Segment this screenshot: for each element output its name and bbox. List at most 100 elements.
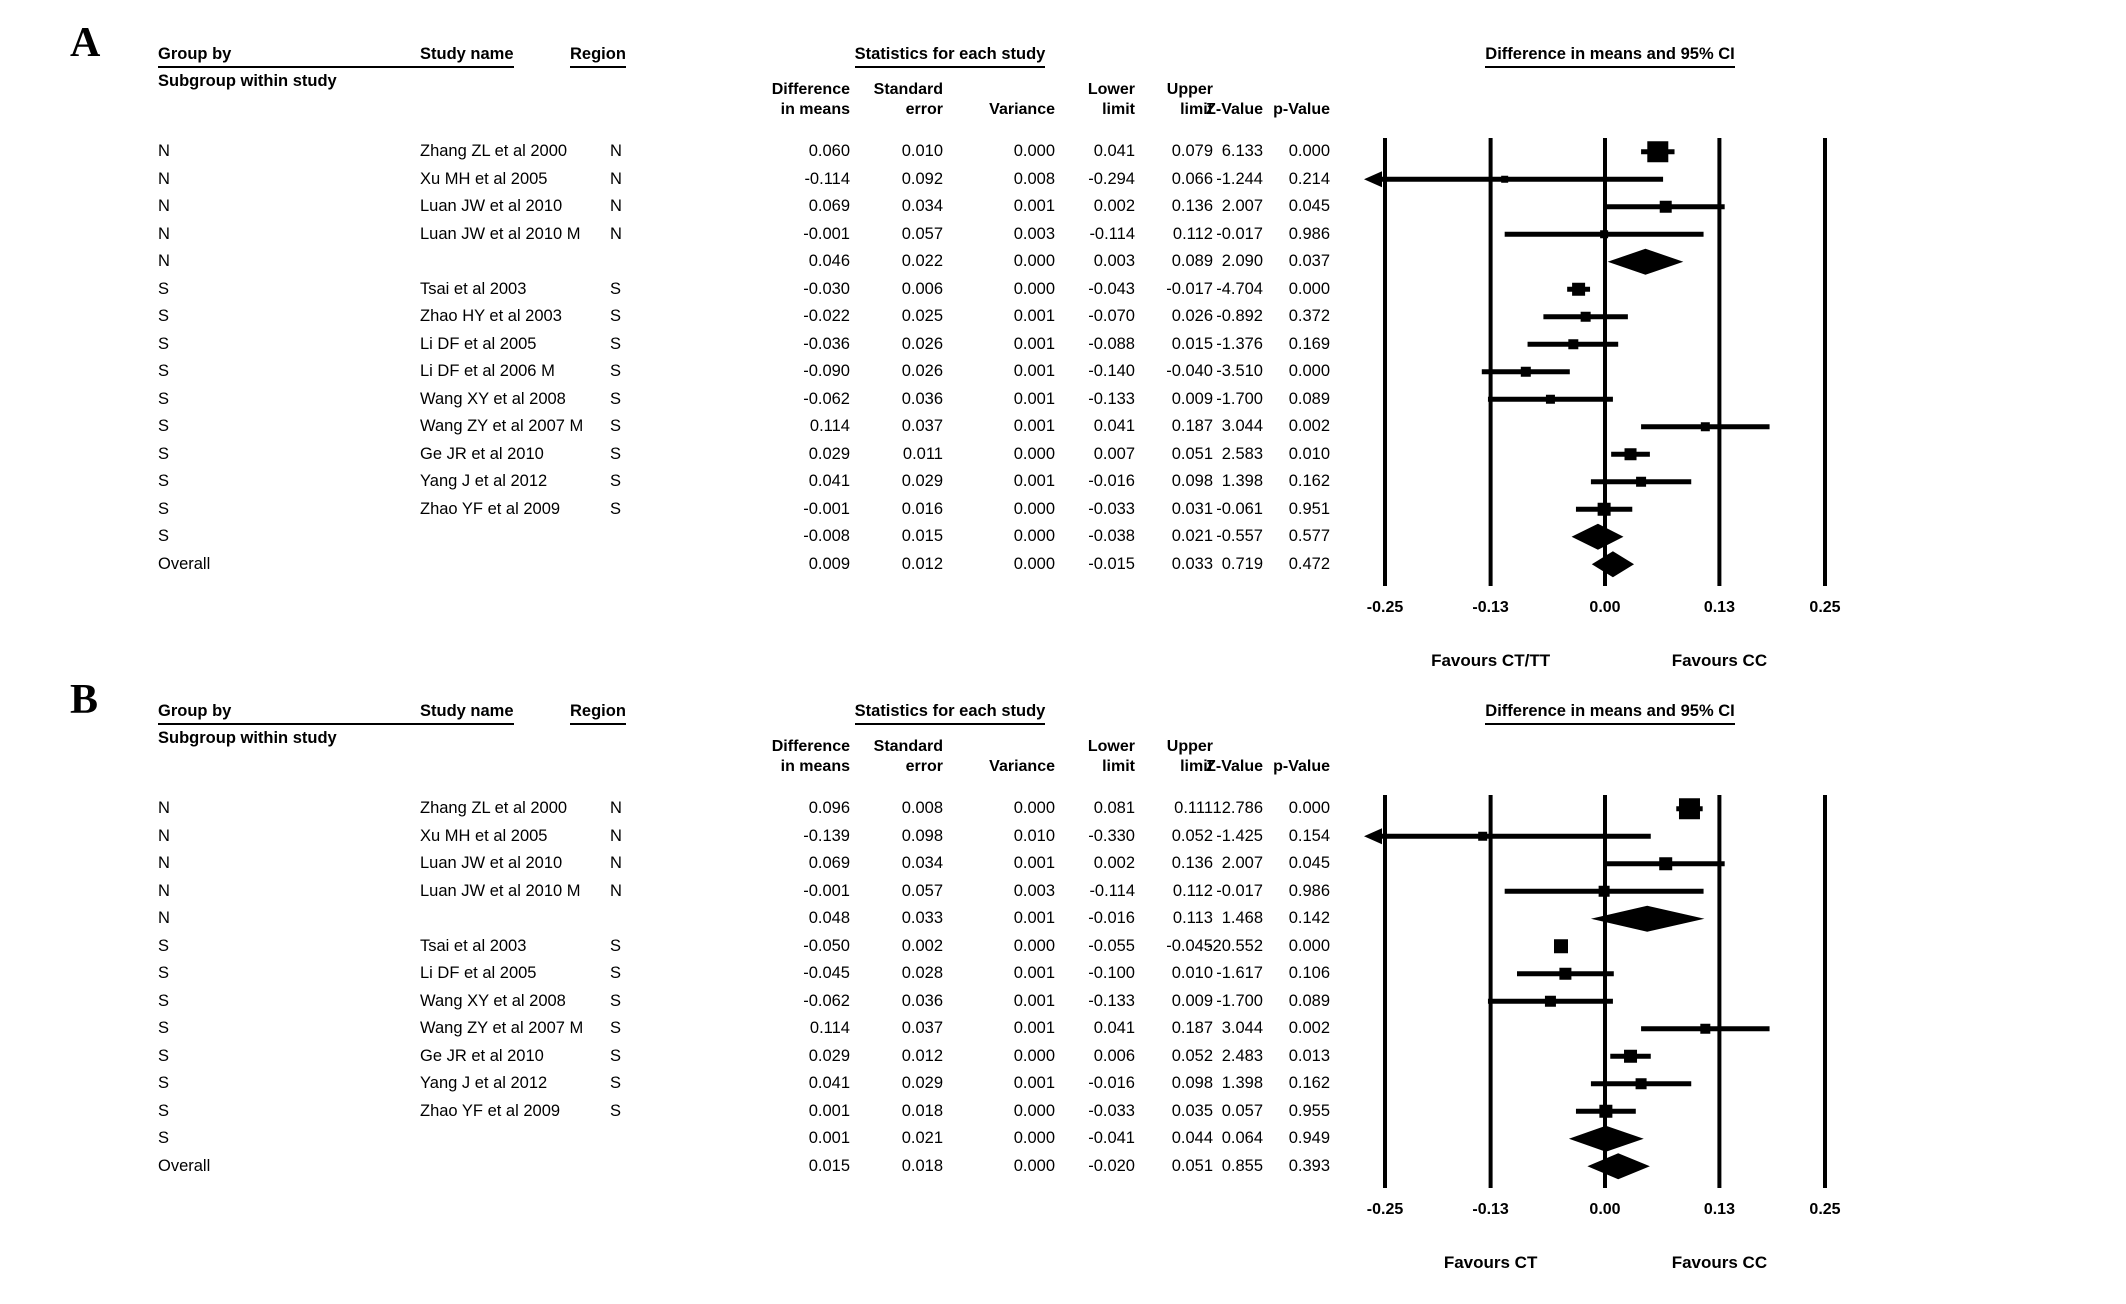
cell-standard-error: 0.012 xyxy=(901,554,943,573)
cell-upper-limit: 0.033 xyxy=(1171,554,1213,573)
tick-label: -0.25 xyxy=(1367,599,1404,616)
group-by-label: Group by xyxy=(158,702,232,720)
cell-region: N xyxy=(610,854,622,873)
cell-p-value: 0.169 xyxy=(1288,334,1330,353)
cell-study: Xu MH et al 2005 xyxy=(420,826,548,845)
cell-study: Li DF et al 2006 M xyxy=(420,362,555,381)
mean-marker xyxy=(1700,422,1710,432)
col-variance: Variance xyxy=(989,758,1055,775)
study-name-header: Study name xyxy=(420,45,514,68)
cell-region: S xyxy=(610,362,622,381)
cell-z-value: -3.510 xyxy=(1216,362,1263,381)
cell-group: S xyxy=(158,1101,170,1120)
cell-region: S xyxy=(610,279,622,298)
cell-standard-error: 0.012 xyxy=(901,1046,943,1065)
cell-variance: 0.000 xyxy=(1013,799,1055,818)
cell-z-value: -1.376 xyxy=(1216,334,1263,353)
cell-upper-limit: 0.010 xyxy=(1171,964,1213,983)
cell-upper-limit: 0.098 xyxy=(1171,472,1213,491)
cell-study: Tsai et al 2003 xyxy=(420,936,527,955)
favours-right-label: Favours CC xyxy=(1672,1253,1767,1272)
cell-z-value: 1.468 xyxy=(1221,909,1263,928)
col-lower-limit: Lower limit xyxy=(1087,81,1135,118)
cell-standard-error: 0.018 xyxy=(901,1101,943,1120)
cell-standard-error: 0.033 xyxy=(901,909,943,928)
cell-upper-limit: 0.031 xyxy=(1171,499,1213,518)
cell-region: S xyxy=(610,389,622,408)
cell-z-value: 3.044 xyxy=(1221,417,1263,436)
cell-z-value: 0.719 xyxy=(1221,554,1263,573)
cell-region: S xyxy=(610,334,622,353)
col-standard-error: Standard error xyxy=(873,738,943,775)
cell-lower-limit: -0.114 xyxy=(1089,224,1135,243)
cell-variance: 0.001 xyxy=(1013,472,1055,491)
cell-lower-limit: -0.070 xyxy=(1088,307,1135,326)
table-row-study: S Wang XY et al 2008 S -0.062 0.036 0.001 -0.1… xyxy=(158,386,1330,414)
cell-study: Luan JW et al 2010 M xyxy=(420,881,581,900)
region-label: Region xyxy=(570,45,626,68)
mean-marker xyxy=(1478,831,1488,841)
region-header: Region xyxy=(570,702,626,725)
cell-difference-in-means: 0.029 xyxy=(808,1046,850,1065)
cell-variance: 0.000 xyxy=(1013,279,1055,298)
cell-group: S xyxy=(158,527,170,546)
mean-marker xyxy=(1545,394,1555,404)
cell-group: S xyxy=(158,417,170,436)
favours-left-label: Favours CT/TT xyxy=(1431,651,1551,670)
table-row-study: S Li DF et al 2005 S -0.036 0.026 0.001 -0.088… xyxy=(158,331,1330,359)
cell-upper-limit: 0.079 xyxy=(1171,142,1213,161)
cell-study: Zhao YF et al 2009 xyxy=(420,499,561,518)
cell-study: Wang ZY et al 2007 M xyxy=(420,417,584,436)
cell-lower-limit: -0.016 xyxy=(1088,909,1135,928)
cell-variance: 0.001 xyxy=(1013,909,1055,928)
cell-p-value: 0.142 xyxy=(1288,909,1330,928)
cell-group: S xyxy=(158,1129,170,1148)
cell-lower-limit: -0.088 xyxy=(1088,334,1135,353)
cell-difference-in-means: -0.001 xyxy=(803,499,850,518)
cell-group: S xyxy=(158,307,170,326)
cell-difference-in-means: -0.008 xyxy=(803,527,850,546)
ci-title: Difference in means and 95% CI xyxy=(1360,45,1860,68)
table-row-study: N Luan JW et al 2010 M N -0.001 0.057 0.003 -0… xyxy=(158,878,1330,906)
cell-region: S xyxy=(610,964,622,983)
col-lower-limit: Lower limit xyxy=(1087,738,1135,775)
cell-study: Li DF et al 2005 xyxy=(420,964,537,983)
cell-standard-error: 0.026 xyxy=(901,362,943,381)
cell-z-value: 2.583 xyxy=(1221,444,1263,463)
group-by-header: Group by xyxy=(158,45,423,68)
table-row-study: N Luan JW et al 2010 M N -0.001 0.057 0.003 -0… xyxy=(158,221,1330,249)
cell-region: S xyxy=(610,307,622,326)
cell-variance: 0.000 xyxy=(1013,1129,1055,1148)
study-name-label: Study name xyxy=(420,45,514,68)
cell-p-value: 0.955 xyxy=(1288,1101,1330,1120)
cell-p-value: 0.000 xyxy=(1288,936,1330,955)
mean-marker xyxy=(1544,995,1556,1007)
cell-group: N xyxy=(158,854,170,873)
subtotal-diamond xyxy=(1607,248,1684,275)
cell-difference-in-means: 0.001 xyxy=(808,1129,850,1148)
tick-label: 0.13 xyxy=(1704,1201,1735,1218)
cell-standard-error: 0.025 xyxy=(901,307,943,326)
cell-difference-in-means: 0.114 xyxy=(809,1019,850,1038)
cell-upper-limit: 0.136 xyxy=(1171,854,1213,873)
table-row-study: S Zhao HY et al 2003 S -0.022 0.025 0.001 -0.0… xyxy=(158,303,1330,331)
cell-upper-limit: 0.051 xyxy=(1171,1156,1213,1175)
cell-group: N xyxy=(158,224,170,243)
cell-difference-in-means: -0.050 xyxy=(803,936,850,955)
cell-p-value: 0.986 xyxy=(1288,881,1330,900)
cell-lower-limit: -0.055 xyxy=(1088,936,1135,955)
cell-study: Ge JR et al 2010 xyxy=(420,444,544,463)
cell-group: S xyxy=(158,1046,170,1065)
cell-standard-error: 0.015 xyxy=(901,527,943,546)
table-row-subtotal: N 0.046 0.022 0.000 0.003 0.089 2.090 0.037 xyxy=(158,248,1330,276)
table-row-study: N Luan JW et al 2010 N 0.069 0.034 0.001 0.002… xyxy=(158,193,1330,221)
col-upper-limit: Upper limit xyxy=(1166,738,1213,775)
cell-region: S xyxy=(610,1101,622,1120)
cell-p-value: 0.372 xyxy=(1288,307,1330,326)
mean-marker xyxy=(1572,282,1586,296)
overall-diamond xyxy=(1591,551,1635,578)
cell-standard-error: 0.029 xyxy=(901,472,943,491)
cell-lower-limit: -0.016 xyxy=(1088,472,1135,491)
cell-standard-error: 0.057 xyxy=(901,881,943,900)
cell-group: N xyxy=(158,197,170,216)
